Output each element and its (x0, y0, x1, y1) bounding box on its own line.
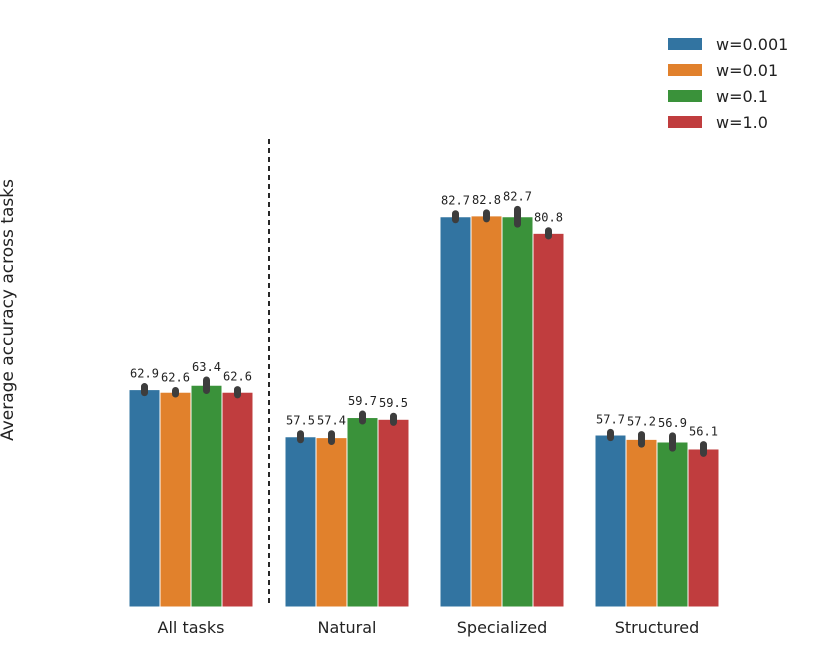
bar (439, 216, 472, 608)
legend-swatch-3 (668, 116, 702, 128)
legend-label: w=0.01 (716, 60, 779, 80)
error-bars-layer (141, 205, 707, 457)
bar (625, 438, 658, 608)
value-label: 57.4 (317, 414, 346, 428)
legend-swatch-0 (668, 38, 702, 50)
bar (346, 417, 379, 608)
legend-label: w=1.0 (716, 112, 768, 132)
value-label: 59.5 (379, 396, 408, 410)
bar (656, 441, 689, 608)
value-label: 56.9 (658, 416, 687, 430)
value-label: 59.7 (348, 394, 377, 408)
x-tick-labels-layer: All tasks Natural Specialized Structured (158, 618, 700, 637)
value-label: 63.4 (192, 360, 221, 374)
value-label: 62.6 (161, 370, 190, 384)
value-label: 57.7 (596, 412, 625, 426)
value-label: 56.1 (689, 425, 718, 439)
bar (159, 391, 192, 608)
bar (284, 436, 317, 608)
legend-label: w=0.001 (716, 34, 789, 54)
legend-item: w=0.001 (668, 31, 788, 57)
value-label: 82.7 (441, 194, 470, 208)
bar (190, 384, 223, 608)
bar (128, 389, 161, 608)
value-labels-layer: 62.9 62.663.462.657.5 57.459.7 59.582.7 82.8… (130, 189, 718, 438)
legend-label: w=0.1 (716, 86, 768, 106)
value-label: 80.8 (534, 211, 563, 225)
bar (315, 437, 348, 608)
x-tick-label: All tasks (158, 618, 225, 637)
value-label: 82.7 (503, 189, 532, 203)
bars-layer (128, 215, 720, 608)
bar (470, 215, 503, 608)
legend-swatch-1 (668, 64, 702, 76)
value-label: 62.6 (223, 370, 252, 384)
legend-item: w=0.01 (668, 57, 788, 83)
legend-item: w=0.1 (668, 83, 788, 109)
bar (687, 448, 720, 608)
bar (377, 418, 410, 608)
x-tick-label: Natural (317, 618, 376, 637)
legend-item: w=1.0 (668, 109, 788, 135)
value-label: 57.2 (627, 415, 656, 429)
bar (501, 216, 534, 608)
legend: w=0.001 w=0.01 w=0.1 w=1.0 (668, 31, 788, 135)
bar (532, 232, 565, 608)
legend-swatch-2 (668, 90, 702, 102)
bar (594, 434, 627, 608)
bar (221, 391, 254, 608)
value-label: 82.8 (472, 193, 501, 207)
x-tick-label: Structured (615, 618, 700, 637)
x-tick-label: Specialized (457, 618, 548, 637)
value-label: 62.9 (130, 367, 159, 381)
value-label: 57.5 (286, 414, 315, 428)
